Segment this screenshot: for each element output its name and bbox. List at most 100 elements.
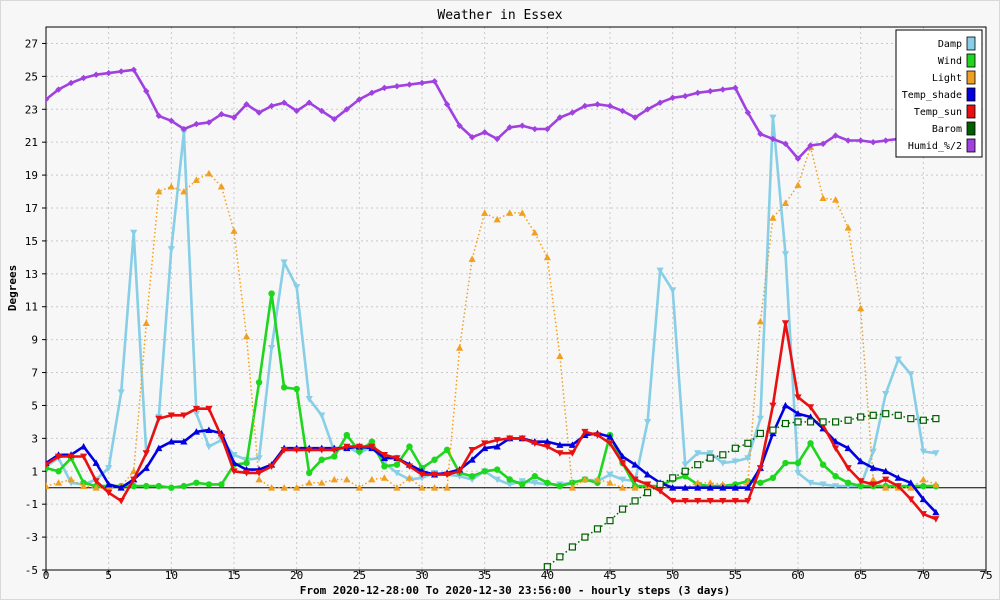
data-point [832,483,840,490]
data-point [192,410,200,418]
data-point [618,476,627,484]
data-point [293,284,301,291]
data-point [794,470,802,477]
data-point [406,81,413,88]
data-point [293,107,300,115]
data-point [155,482,162,490]
data-point [919,416,927,424]
data-point [205,169,213,177]
data-point [618,505,627,513]
data-point [794,410,802,417]
data-point [769,474,777,482]
data-point [381,463,388,470]
data-point [481,440,489,447]
data-point [618,460,627,467]
data-point [55,468,62,475]
data-point [682,92,689,100]
data-point [882,476,890,484]
data-point [694,479,702,486]
data-point [493,437,501,444]
data-point [118,68,125,75]
data-point [494,466,501,473]
data-point [92,478,100,485]
x-tick-label: 30 [415,569,428,582]
y-tick-label: 11 [25,301,38,314]
data-point [293,484,301,491]
data-point [556,553,564,561]
data-point [781,320,790,327]
data-point [819,461,827,468]
data-point [519,481,526,488]
data-point [355,443,363,451]
data-point [130,476,138,484]
data-point [393,83,401,90]
data-point [155,415,163,423]
data-point [844,416,852,424]
data-point [356,448,363,455]
data-point [656,480,664,489]
data-point [731,458,739,465]
data-point [907,479,915,486]
data-point [331,453,338,460]
data-point [105,489,113,497]
data-point [230,451,238,459]
data-point [268,463,276,470]
data-point [681,484,689,491]
data-point [794,418,802,426]
data-point [142,464,150,471]
data-point [443,101,451,108]
data-point [506,209,514,216]
data-point [431,456,438,463]
data-point [694,498,702,505]
legend-label: Temp_shade [902,90,962,101]
y-tick-label: 25 [25,70,38,83]
data-point [167,246,175,253]
x-tick-label: 50 [666,569,679,582]
x-tick-label: 40 [541,569,554,582]
data-point [368,89,376,97]
legend-swatch [966,121,976,136]
data-point [242,470,251,477]
data-point [543,438,551,445]
data-point [268,290,275,297]
data-point [305,447,313,454]
data-point [506,476,513,483]
data-point [744,455,752,462]
data-point [669,287,677,294]
data-point [819,194,827,202]
data-point [243,101,250,108]
data-point [180,438,188,445]
data-point [268,344,276,352]
data-point [844,224,852,231]
data-point [205,443,213,451]
data-point [919,475,927,483]
data-point [907,484,915,491]
data-point [593,475,602,483]
data-point [681,461,689,469]
data-point [869,481,877,489]
data-point [707,87,714,95]
data-point [569,109,576,116]
data-point [869,464,877,471]
data-point [130,66,137,73]
data-point [481,444,489,452]
data-point [343,475,351,483]
data-point [255,470,263,477]
data-point [744,109,752,116]
data-point [882,137,889,144]
data-point [218,481,225,488]
data-point [882,391,890,398]
data-point [67,475,75,483]
data-point [882,410,890,418]
data-point [518,209,526,216]
data-point [218,111,225,118]
data-point [769,135,777,143]
data-point [806,413,815,420]
data-point [155,444,163,452]
data-point [744,439,752,447]
data-point [894,411,902,419]
data-point [468,134,476,141]
data-point [430,471,439,479]
data-point [606,479,614,486]
data-point [343,106,350,113]
